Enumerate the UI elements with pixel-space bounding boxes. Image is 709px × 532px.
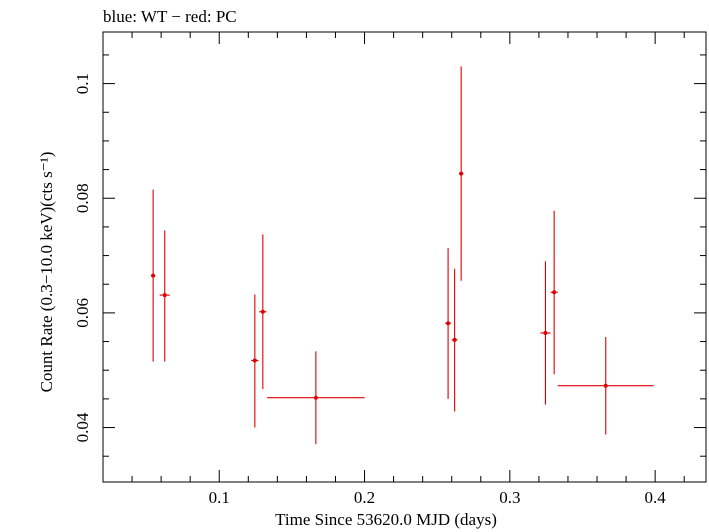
data-points [150, 66, 654, 445]
x-tick-label: 0.3 [499, 488, 520, 507]
y-tick-labels: 0.04 0.06 0.08 0.1 [73, 73, 92, 442]
point-marker [543, 330, 548, 335]
data-point [150, 189, 156, 362]
point-marker [162, 293, 167, 298]
x-tick-label: 0.4 [645, 488, 667, 507]
chart-title: blue: WT − red: PC [103, 7, 237, 26]
axis-ticks [102, 32, 706, 482]
data-point [259, 234, 267, 390]
data-point [557, 336, 654, 435]
point-marker [446, 321, 451, 326]
data-point [267, 351, 365, 445]
data-point [458, 66, 464, 281]
y-tick-label: 0.08 [73, 183, 92, 213]
data-point [445, 248, 451, 399]
x-tick-labels: 0.1 0.2 0.3 0.4 [209, 488, 667, 507]
x-tick-label: 0.1 [209, 488, 230, 507]
data-point [451, 268, 458, 412]
data-point [159, 230, 170, 362]
point-marker [151, 273, 156, 278]
y-tick-label: 0.1 [73, 73, 92, 94]
data-point [251, 294, 259, 428]
data-point [540, 261, 551, 405]
point-marker [452, 337, 457, 342]
x-axis-label: Time Since 53620.0 MJD (days) [275, 510, 497, 529]
x-tick-label: 0.2 [354, 488, 375, 507]
point-marker [260, 309, 265, 314]
y-tick-label: 0.06 [73, 298, 92, 328]
point-marker [603, 383, 608, 388]
point-marker [552, 290, 557, 295]
plot-frame [102, 31, 707, 483]
y-tick-label: 0.04 [73, 412, 92, 442]
y-axis-label: Count Rate (0.3−10.0 keV)(cts s⁻¹) [37, 152, 56, 393]
data-point [550, 210, 558, 375]
point-marker [252, 358, 257, 363]
point-marker [313, 395, 318, 400]
point-marker [459, 171, 464, 176]
